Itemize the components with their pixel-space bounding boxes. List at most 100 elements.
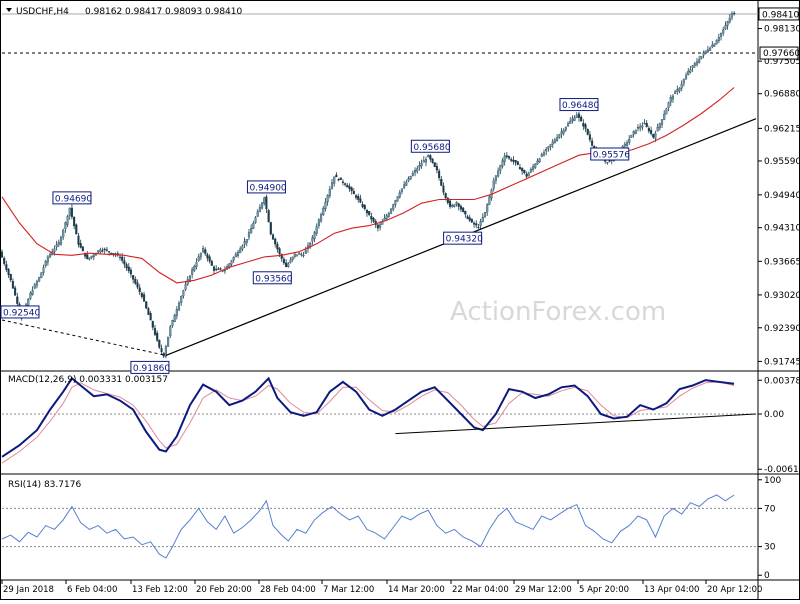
candle-body (715, 40, 718, 45)
candle-body (420, 163, 423, 167)
candle-body (365, 210, 369, 214)
candle-body (562, 129, 565, 134)
candle-body (650, 130, 653, 134)
price-tick-label: 0.96880 (764, 90, 800, 100)
candle-body (488, 196, 491, 205)
candle-body (403, 184, 406, 188)
candle-body (38, 277, 41, 282)
candle-body (269, 222, 272, 235)
candle-body (501, 160, 504, 167)
price-annotation-box (246, 180, 286, 194)
candle-body (477, 226, 480, 229)
candle-body (295, 254, 299, 256)
candle-body (55, 244, 58, 248)
candle-body (685, 75, 688, 80)
candle-body (217, 268, 220, 270)
candle-body (575, 114, 578, 118)
candle-body (151, 321, 154, 328)
time-axis-label: 28 Feb 04:00 (260, 585, 316, 595)
candle-body (549, 144, 552, 148)
candle-body (431, 158, 434, 163)
candle-body (29, 292, 32, 299)
candle-body (442, 185, 445, 193)
candle-body (359, 198, 362, 203)
candle-body (204, 249, 207, 254)
candle-body (182, 290, 185, 297)
candle-body (584, 124, 587, 129)
candle-body (473, 222, 476, 225)
candle-body (228, 263, 231, 268)
candle-body (42, 267, 45, 273)
candle-body (704, 50, 707, 54)
candle-body (400, 188, 403, 192)
candle-body (195, 262, 198, 267)
candle-body (398, 192, 401, 198)
rsi-tick-label: 30 (764, 543, 776, 553)
candle-body (591, 140, 594, 146)
candle-body (138, 287, 141, 293)
dashed-trendline (1, 319, 167, 356)
price-annotation-label: 0.96480 (562, 101, 599, 111)
candle-body (232, 257, 235, 261)
time-axis-label: 7 Mar 12:00 (323, 585, 374, 595)
price-tick-label: 0.98130 (764, 25, 800, 35)
candle-body (566, 123, 570, 127)
candle-body (173, 315, 176, 323)
candle-body (448, 200, 452, 207)
macd-title: MACD(12,26,9) 0.003331 0.003157 (8, 375, 168, 385)
open-value: 0.98162 (85, 7, 122, 17)
current-price-box (758, 7, 800, 21)
candle-body (676, 89, 679, 92)
candle-body (682, 79, 685, 84)
candle-body (396, 196, 399, 202)
candle-body (180, 296, 183, 303)
candle-body (339, 177, 342, 180)
candle-body (298, 253, 301, 255)
candle-body (641, 125, 644, 128)
candle-body (558, 134, 561, 138)
candle-body (606, 162, 609, 164)
candle-body (459, 205, 463, 210)
price-tick-label: 0.93665 (764, 257, 800, 267)
candle-body (628, 138, 631, 143)
candle-body (304, 249, 307, 254)
candle-body (470, 218, 473, 223)
candle-body (730, 13, 734, 18)
candle-body (453, 204, 456, 207)
time-axis-label: 6 Feb 04:00 (67, 585, 117, 595)
candle-body (689, 69, 692, 73)
candle-body (580, 116, 583, 122)
candle-body (560, 131, 563, 135)
candle-body (149, 313, 152, 321)
candle-body (175, 309, 178, 317)
candle-body (276, 243, 279, 250)
candle-body (564, 126, 567, 131)
candle-body (553, 139, 556, 143)
candle-body (368, 211, 371, 215)
price-tick-label: 0.97505 (764, 57, 800, 67)
time-axis-label: 13 Apr 04:00 (644, 585, 699, 595)
candle-body (125, 264, 128, 269)
candle-body (551, 141, 554, 145)
symbol-label: USDCHF,H4 (16, 7, 69, 17)
candle-body (313, 232, 316, 240)
candle-body (110, 252, 113, 254)
candle-body (59, 236, 63, 245)
candle-body (350, 187, 353, 192)
candle-body (112, 253, 115, 255)
candle-body (320, 214, 323, 222)
candle-body (315, 226, 318, 234)
candle-body (293, 253, 296, 257)
candle-body (27, 299, 30, 306)
candle-body (330, 182, 334, 190)
candle-body (604, 160, 607, 162)
candle-body (11, 281, 14, 289)
candle-body (239, 248, 242, 253)
candle-body (258, 206, 261, 213)
candle-body (143, 294, 146, 302)
candle-body (654, 133, 657, 139)
candle-body (486, 204, 489, 213)
candle-body (300, 254, 303, 256)
candle-body (73, 216, 76, 227)
candle-body (311, 237, 314, 242)
